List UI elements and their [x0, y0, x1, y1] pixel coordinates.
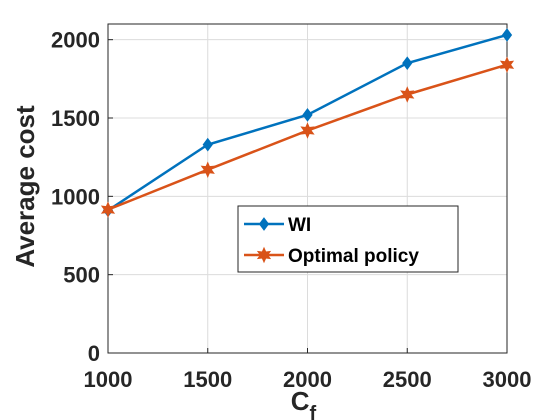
- x-tick-label: 1500: [183, 367, 232, 392]
- x-tick-label: 3000: [483, 367, 532, 392]
- legend-marker: [258, 217, 270, 231]
- data-point: [100, 201, 116, 218]
- legend: WI Optimal policy: [237, 205, 459, 273]
- data-point: [300, 122, 315, 139]
- x-axis-label: Cf: [291, 386, 317, 420]
- y-tick-label: 1500: [51, 106, 100, 131]
- axis-ticks: 1000 1500 2000 2500 3000 0 500 1000 1500 2000: [51, 28, 531, 392]
- data-point: [200, 161, 215, 178]
- legend-box: [237, 205, 459, 273]
- grid-lines: [107, 24, 508, 354]
- legend-marker: [256, 246, 272, 264]
- data-point: [202, 137, 213, 152]
- data-point: [402, 56, 413, 70]
- y-axis-label: Average cost: [10, 105, 40, 268]
- data-point: [400, 86, 415, 103]
- y-tick-label: 2000: [51, 28, 100, 53]
- x-axis-label-main: C: [291, 386, 310, 416]
- x-tick-label: 2000: [283, 367, 332, 392]
- x-tick-label: 2500: [383, 367, 432, 392]
- data-point: [499, 56, 515, 73]
- data-point: [501, 28, 513, 42]
- data-point: [302, 108, 313, 122]
- series-group: [100, 28, 515, 218]
- series-wi: [102, 28, 513, 218]
- legend-label: Optimal policy: [288, 246, 419, 267]
- y-tick-label: 500: [63, 263, 100, 288]
- series-optimal-policy: [100, 56, 515, 218]
- legend-label: WI: [288, 215, 311, 236]
- x-axis-label-subscript: f: [310, 403, 317, 420]
- y-tick-label: 0: [88, 341, 100, 366]
- y-tick-label: 1000: [51, 184, 100, 209]
- x-tick-label: 1000: [84, 367, 133, 392]
